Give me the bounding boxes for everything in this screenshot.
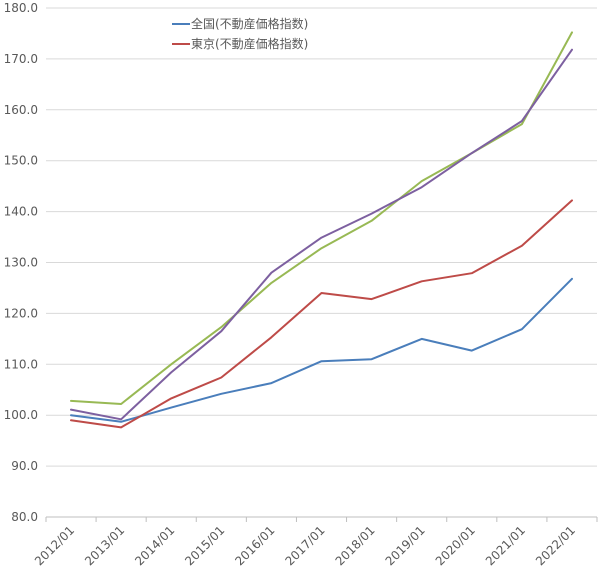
y-tick-label: 90.0 (11, 459, 38, 473)
x-tick-label: 2017/01 (282, 523, 327, 568)
series-line-2 (70, 199, 573, 429)
y-tick-label: 150.0 (4, 154, 38, 168)
x-tick-label: 2018/01 (333, 523, 378, 568)
x-tick-label: 2016/01 (232, 523, 277, 568)
legend-label: 東京(不動産価格指数) (191, 36, 308, 51)
y-axis-tick-labels: 80.0 90.0 100.0 110.0 120.0 130.0 140.0 150.0 16… (4, 1, 38, 524)
y-tick-label: 120.0 (4, 306, 38, 320)
series-line-1 (70, 277, 573, 423)
gridlines (46, 7, 597, 467)
y-tick-label: 100.0 (4, 408, 38, 422)
y-tick-label: 110.0 (4, 357, 38, 371)
y-tick-label: 160.0 (4, 103, 38, 117)
x-tick-label: 2022/01 (533, 523, 578, 568)
y-tick-label: 130.0 (4, 256, 38, 270)
series-line-3 (70, 31, 573, 405)
axes (45, 516, 598, 522)
x-tick-label: 2014/01 (132, 523, 177, 568)
x-tick-label: 2020/01 (433, 523, 478, 568)
x-tick-label: 2019/01 (383, 523, 428, 568)
y-tick-label: 170.0 (4, 52, 38, 66)
x-tick-label: 2021/01 (483, 523, 528, 568)
legend: 全国(不動産価格指数) 東京(不動産価格指数) (172, 16, 308, 51)
y-tick-label: 80.0 (11, 510, 38, 524)
series-line-4 (70, 48, 573, 421)
x-tick-label: 2012/01 (32, 523, 77, 568)
x-tick-label: 2015/01 (182, 523, 227, 568)
x-tick-label: 2013/01 (82, 523, 127, 568)
series-lines (70, 31, 573, 429)
y-tick-label: 180.0 (4, 1, 38, 15)
legend-label: 全国(不動産価格指数) (191, 16, 308, 31)
x-axis-tick-labels: 2012/01 2013/01 2014/01 2015/01 2016/01 2017/… (32, 523, 578, 568)
y-tick-label: 140.0 (4, 205, 38, 219)
